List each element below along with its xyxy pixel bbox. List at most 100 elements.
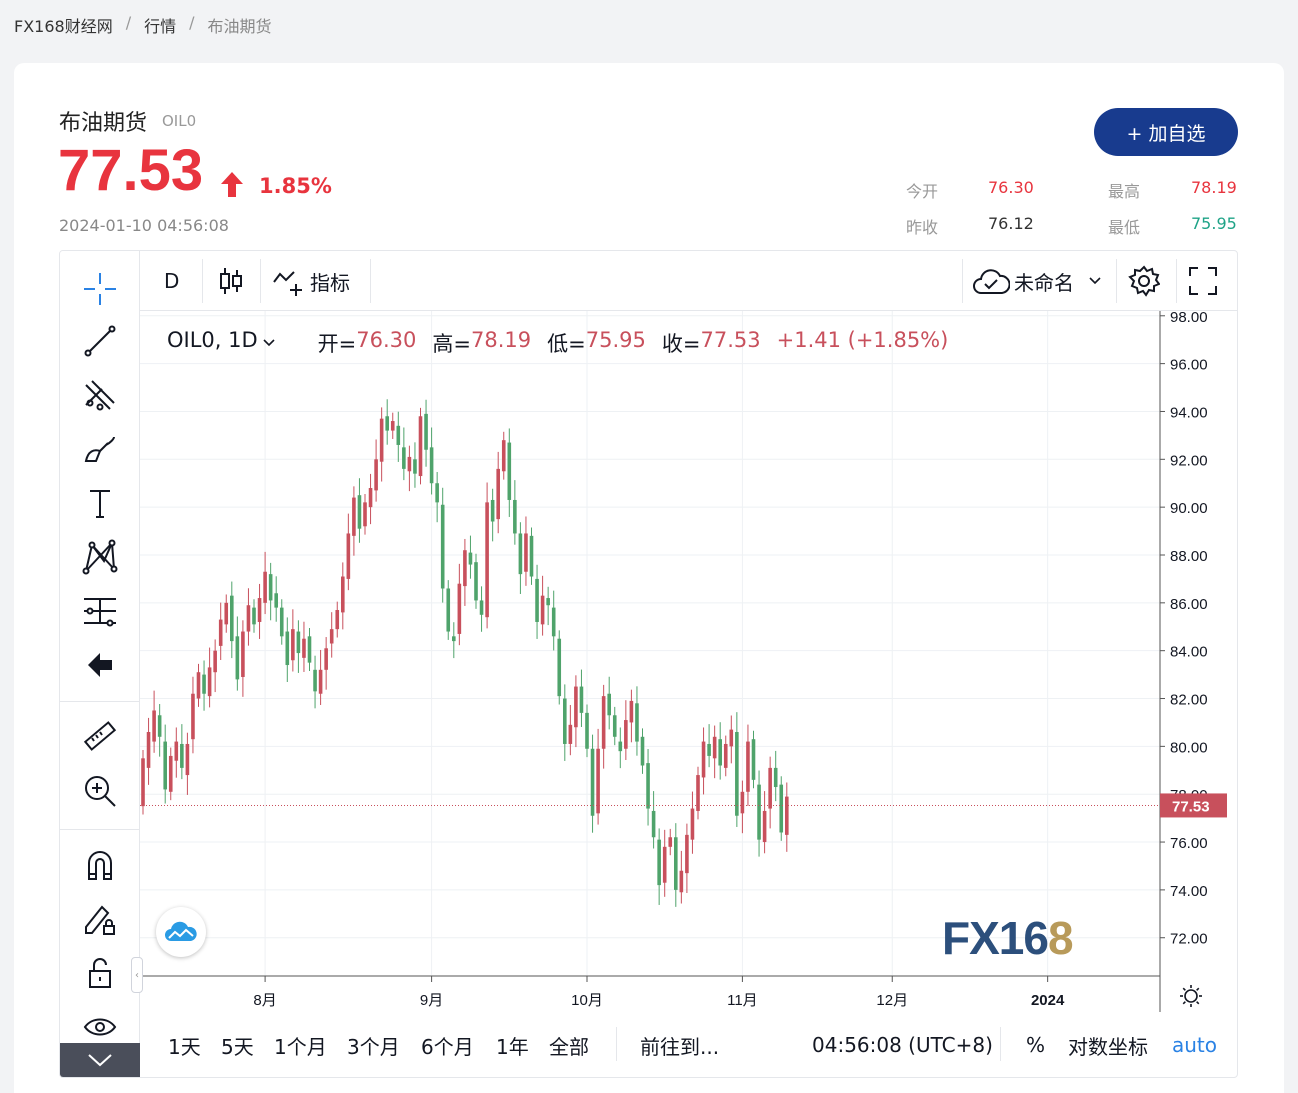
log-scale-toggle[interactable]: 对数坐标 bbox=[1068, 1034, 1148, 1059]
range-all-button[interactable]: 全部 bbox=[549, 1034, 589, 1059]
candle-body bbox=[535, 578, 539, 622]
breadcrumb-home-link[interactable]: FX168财经网 bbox=[14, 17, 113, 36]
candle-body bbox=[751, 739, 756, 780]
chevron-left-icon[interactable]: ‹ bbox=[131, 957, 143, 993]
trend-line-icon[interactable] bbox=[78, 319, 122, 363]
legend-open-value: 76.30 bbox=[356, 328, 417, 352]
range-6m-button[interactable]: 6个月 bbox=[421, 1034, 474, 1059]
back-arrow-icon[interactable] bbox=[78, 643, 122, 687]
candle-body bbox=[207, 667, 212, 697]
tradingview-logo-button[interactable] bbox=[156, 907, 206, 957]
candle-body bbox=[335, 610, 340, 630]
breadcrumb-market-link[interactable]: 行情 bbox=[144, 17, 177, 36]
crosshair-icon[interactable] bbox=[78, 267, 122, 311]
unlock-icon[interactable] bbox=[78, 951, 122, 995]
candle-body bbox=[779, 784, 784, 833]
percent-scale-toggle[interactable]: % bbox=[1026, 1033, 1046, 1057]
candle-body bbox=[668, 837, 673, 847]
chart-top-toolbar: D 指标 未命名 bbox=[140, 251, 1237, 311]
candle-body bbox=[341, 576, 345, 613]
legend-close-label: 收= bbox=[661, 332, 701, 356]
candle-body bbox=[363, 502, 367, 527]
open-value: 76.30 bbox=[988, 178, 1034, 197]
measure-levels-icon[interactable] bbox=[78, 589, 122, 633]
legend-symbol[interactable]: OIL0, 1D bbox=[167, 328, 258, 352]
save-layout-button[interactable]: 未命名 bbox=[972, 251, 1102, 311]
low-label: 最低 bbox=[1108, 218, 1141, 237]
candle-body bbox=[279, 607, 284, 637]
zoom-in-icon[interactable] bbox=[78, 769, 122, 813]
candle-body bbox=[529, 535, 534, 577]
x-axis-tick-label: 8月 bbox=[253, 992, 276, 1009]
ruler-icon[interactable] bbox=[78, 715, 122, 759]
low-value: 75.95 bbox=[1191, 214, 1237, 233]
interval-selector[interactable]: D bbox=[164, 269, 180, 293]
chevron-down-icon bbox=[1089, 277, 1101, 285]
range-1d-button[interactable]: 1天 bbox=[168, 1034, 201, 1059]
pitchfork-icon[interactable] bbox=[78, 373, 122, 417]
candle-body bbox=[540, 595, 545, 625]
candle-body bbox=[496, 468, 500, 520]
goto-date-button[interactable]: 前往到... bbox=[640, 1034, 720, 1059]
candle-body bbox=[674, 837, 678, 890]
settings-icon[interactable] bbox=[1128, 251, 1160, 311]
y-axis-tick-label: 96.00 bbox=[1170, 357, 1208, 374]
range-3m-button[interactable]: 3个月 bbox=[347, 1034, 400, 1059]
legend-close-value: 77.53 bbox=[700, 328, 761, 352]
cloud-icon bbox=[973, 269, 1010, 294]
candle-body bbox=[729, 729, 734, 747]
y-axis-tick-label: 76.00 bbox=[1170, 835, 1208, 852]
candle-body bbox=[168, 755, 173, 792]
theme-toggle-icon[interactable] bbox=[1180, 985, 1202, 1007]
legend-low-label: 低= bbox=[547, 332, 586, 356]
price-chart[interactable]: 98.00 96.00 94.00 92.00 90.00 88.00 86.00 84.00… bbox=[140, 311, 1237, 1013]
candle-body bbox=[424, 413, 428, 450]
pattern-icon[interactable] bbox=[78, 535, 122, 579]
last-price-tag-label: 77.53 bbox=[1172, 798, 1210, 815]
candle-body bbox=[329, 629, 334, 644]
candle-style-icon[interactable] bbox=[218, 251, 244, 311]
high-label: 最高 bbox=[1108, 182, 1141, 201]
candle-body bbox=[701, 741, 706, 778]
candle-body bbox=[718, 739, 722, 766]
auto-scale-toggle[interactable]: auto bbox=[1172, 1033, 1218, 1057]
candle-body bbox=[485, 502, 489, 618]
candle-body bbox=[707, 743, 711, 756]
x-axis-tick-label: 10月 bbox=[571, 992, 603, 1009]
indicators-button[interactable]: 指标 bbox=[272, 251, 350, 311]
range-bar: 1天 5天 1个月 3个月 6个月 1年 全部 前往到... 04:56:08 … bbox=[140, 1013, 1237, 1077]
magnet-icon[interactable] bbox=[78, 843, 122, 887]
candle-body bbox=[318, 669, 323, 694]
candle-body bbox=[524, 533, 528, 572]
collapse-toolbar-button[interactable] bbox=[60, 1043, 140, 1077]
toolbar-divider bbox=[616, 1027, 617, 1061]
text-tool-icon[interactable] bbox=[78, 481, 122, 525]
range-1m-button[interactable]: 1个月 bbox=[274, 1034, 327, 1059]
prev-close-value: 76.12 bbox=[988, 214, 1034, 233]
candle-body bbox=[762, 810, 767, 843]
y-axis-tick-label: 84.00 bbox=[1170, 644, 1208, 661]
candle-body bbox=[213, 650, 217, 673]
chart-widget: D 指标 未命名 98.00 96.00 94.00 92.00 90.00 88.00 8… bbox=[59, 250, 1238, 1078]
candle-body bbox=[435, 483, 439, 503]
instrument-code: OIL0 bbox=[162, 112, 197, 130]
brush-icon[interactable] bbox=[78, 427, 122, 471]
candle-body bbox=[402, 447, 406, 469]
candle-body bbox=[507, 442, 512, 500]
fullscreen-icon[interactable] bbox=[1188, 251, 1218, 311]
candle-body bbox=[646, 763, 650, 809]
add-watchlist-button[interactable]: + 加自选 bbox=[1094, 108, 1238, 156]
lock-drawing-icon[interactable] bbox=[78, 897, 122, 941]
y-axis-tick-label: 98.00 bbox=[1170, 311, 1208, 326]
range-1y-button[interactable]: 1年 bbox=[496, 1034, 529, 1059]
y-axis-tick-label: 88.00 bbox=[1170, 548, 1208, 565]
eye-icon[interactable] bbox=[78, 1005, 122, 1049]
range-5d-button[interactable]: 5天 bbox=[221, 1034, 254, 1059]
legend-high-label: 高= bbox=[432, 332, 472, 356]
candle-body bbox=[235, 636, 240, 680]
candle-body bbox=[596, 748, 600, 814]
candle-body bbox=[740, 791, 745, 814]
cloud-chart-icon bbox=[165, 921, 197, 941]
candle-body bbox=[180, 743, 184, 768]
timezone-clock[interactable]: 04:56:08 (UTC+8) bbox=[812, 1033, 993, 1057]
